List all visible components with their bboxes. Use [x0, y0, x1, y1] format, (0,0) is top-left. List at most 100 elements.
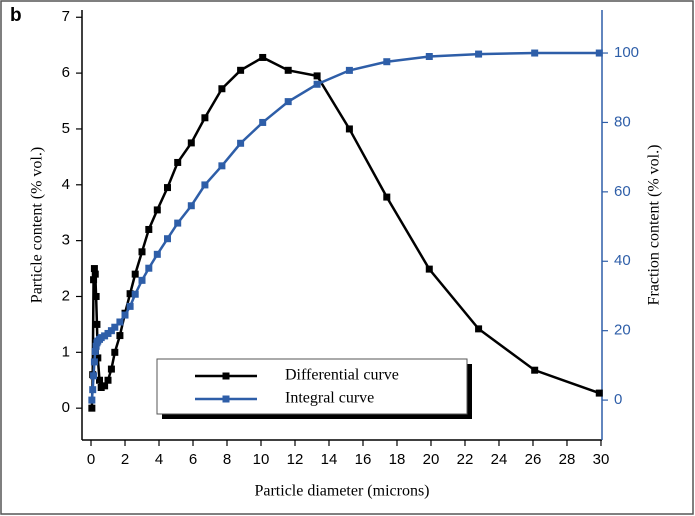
y-tick-label: 4: [62, 176, 70, 193]
series-marker: [174, 158, 182, 166]
series-marker: [313, 80, 321, 88]
series-marker: [187, 202, 195, 210]
legend-marker: [222, 372, 230, 380]
series-marker: [201, 114, 209, 122]
x-tick-label: 8: [223, 451, 231, 468]
series-marker: [116, 332, 124, 340]
series-marker: [259, 53, 267, 61]
y-tick-label: 2: [62, 287, 70, 304]
legend: [156, 358, 468, 415]
y-tick-label: 7: [62, 8, 70, 25]
y2-axis-label: Fraction content (% vol.): [646, 145, 663, 306]
series-marker: [284, 98, 292, 106]
legend-marker: [222, 395, 230, 403]
series-marker: [164, 235, 172, 243]
series-marker: [383, 193, 391, 201]
series-marker: [153, 250, 161, 258]
x-tick-label: 0: [87, 451, 95, 468]
x-tick-label: 26: [525, 451, 542, 468]
y2-tick-label: 80: [614, 113, 631, 130]
series-marker: [89, 386, 97, 394]
series-marker: [425, 265, 433, 273]
x-tick-label: 30: [593, 451, 610, 468]
series-marker: [121, 311, 129, 319]
y2-tick-label: 0: [614, 391, 622, 408]
series-marker: [201, 181, 209, 189]
x-tick-label: 2: [121, 451, 129, 468]
series-marker: [531, 49, 539, 57]
series-marker: [131, 290, 139, 298]
x-tick-label: 10: [253, 451, 270, 468]
y2-tick-label: 60: [614, 183, 631, 200]
series-marker: [145, 264, 153, 272]
x-tick-label: 4: [155, 451, 163, 468]
series-marker: [111, 323, 119, 331]
series-marker: [475, 50, 483, 58]
y2-tick-label: 20: [614, 322, 631, 339]
series-marker: [96, 376, 104, 384]
series-marker: [475, 325, 483, 333]
x-axis-label: Particle diameter (microns): [254, 483, 429, 500]
series-marker: [425, 53, 433, 61]
series-marker: [131, 270, 139, 278]
series-marker: [237, 66, 245, 74]
series-marker: [259, 118, 267, 126]
series-marker: [345, 66, 353, 74]
series-marker: [94, 354, 102, 362]
x-tick-label: 14: [321, 451, 338, 468]
x-tick-label: 28: [559, 451, 576, 468]
series-marker: [138, 276, 146, 284]
series-marker: [91, 348, 99, 356]
series-marker: [237, 139, 245, 147]
x-tick-label: 24: [491, 451, 508, 468]
series-marker: [174, 219, 182, 227]
y2-tick-label: 100: [614, 44, 639, 61]
series-marker: [595, 389, 603, 397]
y-axis-label: Particle content (% vol.): [29, 147, 46, 303]
legend-label: Integral curve: [285, 390, 374, 407]
x-tick-label: 12: [287, 451, 304, 468]
x-tick-label: 18: [389, 451, 406, 468]
x-tick-label: 6: [189, 451, 197, 468]
series-marker: [101, 382, 109, 390]
series-marker: [90, 276, 98, 284]
y-tick-label: 6: [62, 64, 70, 81]
y-tick-label: 0: [62, 399, 70, 416]
y-tick-label: 1: [62, 343, 70, 360]
series-marker: [531, 366, 539, 374]
y-tick-label: 3: [62, 232, 70, 249]
series-line: [90, 56, 600, 409]
series-marker: [88, 404, 96, 412]
series-marker: [90, 372, 98, 380]
series-marker: [90, 265, 98, 273]
series-marker: [187, 139, 195, 147]
series-marker: [111, 348, 119, 356]
x-tick-label: 16: [355, 451, 372, 468]
series-marker: [116, 318, 124, 326]
series-marker: [218, 162, 226, 170]
series-marker: [383, 58, 391, 66]
series-marker: [92, 292, 100, 300]
x-tick-label: 22: [457, 451, 474, 468]
series-marker: [107, 365, 115, 373]
series-marker: [91, 270, 99, 278]
series-marker: [153, 206, 161, 214]
series-marker: [145, 225, 153, 233]
series-marker: [138, 248, 146, 256]
series-marker: [345, 125, 353, 133]
x-tick-label: 20: [423, 451, 440, 468]
y-tick-label: 5: [62, 120, 70, 137]
panel-label: b: [10, 5, 22, 26]
series-marker: [284, 66, 292, 74]
series-marker: [595, 49, 603, 57]
series-marker: [313, 72, 321, 80]
series-marker: [104, 376, 112, 384]
series-marker: [164, 184, 172, 192]
legend-label: Differential curve: [285, 367, 399, 384]
series-marker: [218, 85, 226, 93]
y2-tick-label: 40: [614, 252, 631, 269]
series-marker: [88, 396, 96, 404]
series-marker: [93, 320, 101, 328]
